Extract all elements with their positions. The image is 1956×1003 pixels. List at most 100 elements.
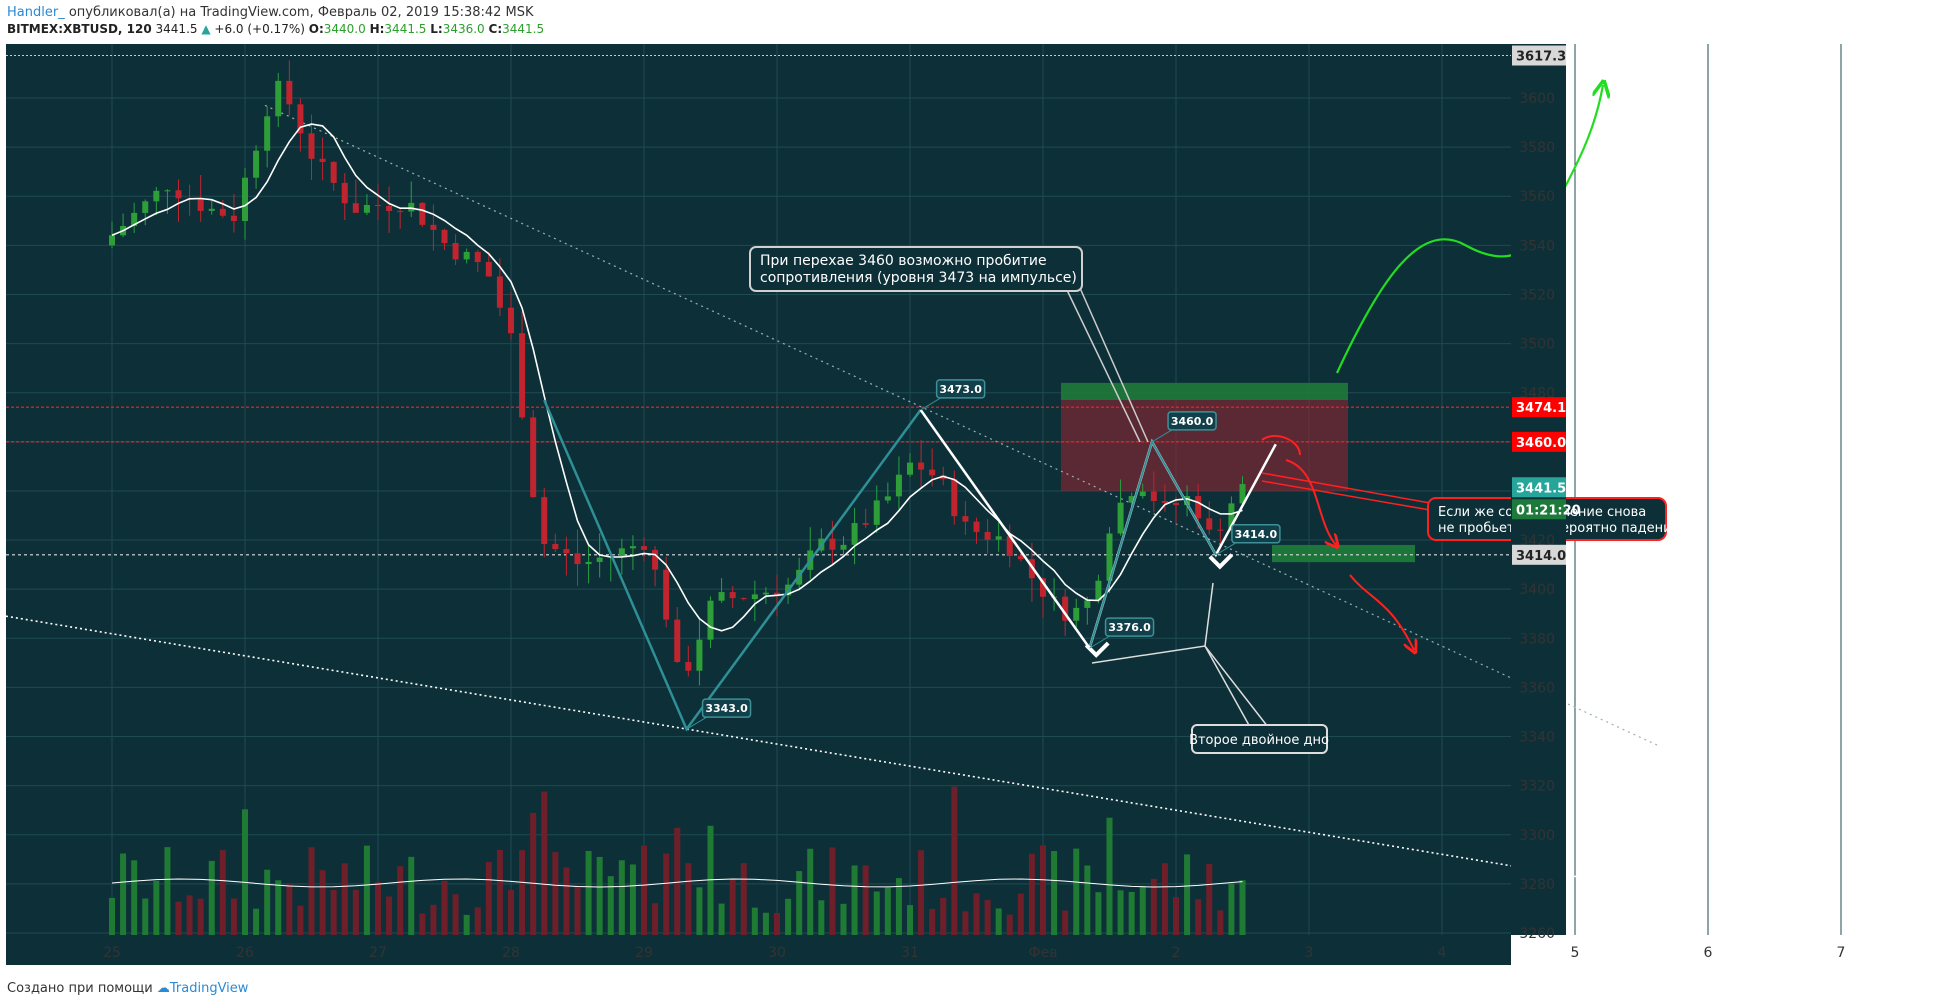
candle-body bbox=[363, 204, 370, 213]
point-label-pointer bbox=[686, 716, 707, 730]
volume-bar bbox=[1195, 899, 1202, 935]
candle-body bbox=[297, 104, 304, 134]
point-label-text: 3414.0 bbox=[1235, 528, 1278, 541]
candle-body bbox=[596, 557, 603, 562]
time-axis[interactable] bbox=[6, 935, 1511, 965]
volume-bar bbox=[474, 907, 481, 935]
volume-bar bbox=[1040, 845, 1046, 935]
candle-body bbox=[829, 538, 836, 550]
candle-body bbox=[962, 516, 969, 522]
volume-bar bbox=[1006, 914, 1013, 935]
volume-bar bbox=[131, 860, 138, 935]
trend-lines bbox=[5, 104, 1661, 888]
volume-bar bbox=[1128, 891, 1135, 935]
callout-top-text: сопротивления (уровня 3473 на импульсе) bbox=[760, 270, 1077, 286]
x-tick-label: 6 bbox=[1704, 945, 1713, 961]
volume-bar bbox=[940, 897, 947, 935]
volume-bar bbox=[496, 849, 503, 935]
last-price: 3441.5 bbox=[155, 22, 198, 36]
volume-bar bbox=[563, 867, 570, 935]
candle-body bbox=[1150, 491, 1157, 501]
published-text: опубликовал(а) на TradingView.com, Февра… bbox=[68, 5, 534, 20]
volume-bar bbox=[629, 864, 636, 935]
volume-bar bbox=[951, 786, 958, 935]
chart-header-author: Handler_ опубликовал(а) на TradingView.c… bbox=[7, 5, 534, 20]
candle-body bbox=[940, 475, 947, 480]
volume-bar bbox=[929, 908, 936, 935]
candle-body bbox=[1040, 578, 1046, 597]
volume-bar bbox=[308, 847, 315, 935]
high-label: H: bbox=[369, 22, 385, 36]
candle-body bbox=[774, 592, 780, 596]
volume-bar bbox=[352, 889, 359, 935]
volume-bar bbox=[1117, 890, 1124, 935]
callout-bottom-text: Второе двойное дно bbox=[1189, 733, 1329, 748]
volume-bar bbox=[1139, 886, 1146, 935]
candle-body bbox=[1161, 500, 1168, 503]
candle-body bbox=[907, 462, 913, 475]
volume-bar bbox=[508, 889, 514, 935]
author-link[interactable]: Handler_ bbox=[7, 5, 65, 20]
volume-bar bbox=[1173, 897, 1179, 935]
candle-body bbox=[641, 546, 647, 550]
candle-body bbox=[552, 543, 559, 550]
volume-bar bbox=[153, 880, 160, 935]
x-tick-label: 2 bbox=[1172, 945, 1181, 961]
candle-body bbox=[142, 201, 149, 213]
volume-bar bbox=[1073, 848, 1080, 935]
y-tick-label: 3520 bbox=[1519, 287, 1555, 303]
volume-bar bbox=[1051, 851, 1058, 935]
x-tick-label: 30 bbox=[768, 945, 786, 961]
point-label-pointer bbox=[1215, 542, 1237, 556]
candle-body bbox=[375, 204, 381, 206]
candle-body bbox=[452, 243, 459, 260]
volume-bar bbox=[230, 898, 237, 935]
volume-bar bbox=[1184, 854, 1191, 935]
candle-body bbox=[175, 190, 182, 199]
price-tag-label: 3474.1 bbox=[1516, 401, 1566, 416]
moving-average bbox=[111, 123, 1243, 888]
volume-bar bbox=[674, 827, 681, 935]
candle-body bbox=[574, 553, 581, 565]
volume-bar bbox=[862, 865, 869, 935]
price-change: +6.0 (+0.17%) bbox=[214, 22, 305, 36]
callout-pointer bbox=[1204, 582, 1214, 647]
y-tick-label: 3400 bbox=[1519, 582, 1555, 598]
candle-body bbox=[729, 592, 736, 599]
footer: Создано при помощи ☁TradingView bbox=[7, 981, 248, 996]
ohlc-header: BITMEX:XBTUSD, 120 3441.5 ▲ +6.0 (+0.17%… bbox=[7, 22, 544, 36]
point-label-text: 3343.0 bbox=[705, 702, 748, 715]
volume-bar bbox=[895, 878, 902, 935]
candle-body bbox=[219, 208, 226, 216]
candle-body bbox=[109, 235, 115, 246]
candle-body bbox=[884, 496, 891, 501]
point-label-box bbox=[1231, 524, 1281, 544]
price-chart[interactable]: При перехае 3460 возможно пробитиесопрот… bbox=[0, 40, 1956, 975]
volume-bar bbox=[641, 845, 647, 935]
callout-pointer-red bbox=[1261, 480, 1431, 511]
candle-body bbox=[330, 161, 337, 183]
volume-bar bbox=[1095, 892, 1102, 935]
candle-body bbox=[1239, 484, 1246, 504]
price-tag-bg bbox=[1512, 45, 1566, 66]
volume-bar bbox=[330, 889, 337, 935]
price-tag-bg bbox=[1512, 477, 1566, 498]
candle-body bbox=[696, 639, 703, 671]
volume-bar bbox=[1028, 853, 1035, 935]
candle-body bbox=[873, 500, 880, 525]
candle-body bbox=[751, 594, 758, 600]
candle-body bbox=[1128, 496, 1135, 503]
tradingview-link[interactable]: TradingView bbox=[169, 981, 249, 996]
volume-bar bbox=[762, 912, 769, 935]
candles bbox=[109, 60, 1246, 686]
volume-bar bbox=[408, 856, 415, 935]
y-tick-label: 3540 bbox=[1519, 238, 1555, 254]
volume-bar bbox=[375, 882, 381, 935]
candle-body bbox=[674, 619, 681, 663]
volume-bar bbox=[186, 895, 193, 935]
volume-bar bbox=[519, 850, 526, 935]
volume-bar bbox=[197, 898, 204, 935]
y-tick-label: 3560 bbox=[1519, 189, 1555, 205]
candle-body bbox=[1073, 607, 1080, 621]
volume-bar bbox=[363, 845, 370, 935]
